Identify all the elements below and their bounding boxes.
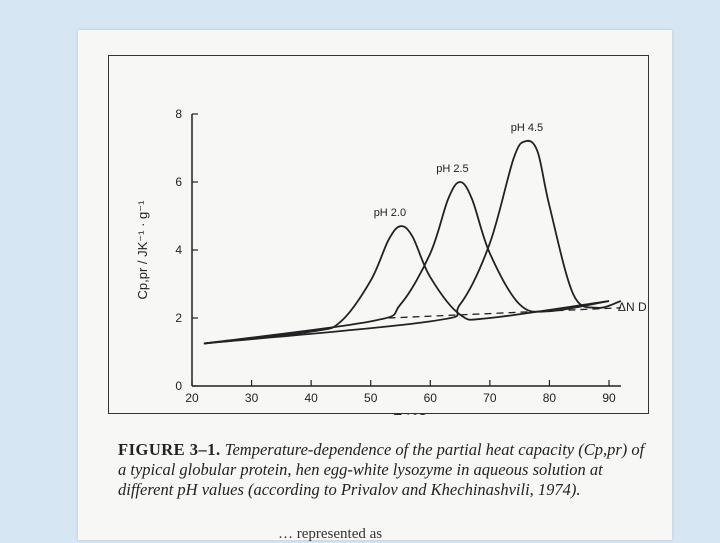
series-line-ph-2-0	[203, 225, 610, 345]
x-tick-label: 80	[543, 391, 557, 405]
heat-capacity-chart: 20 30 40 50 60 70 80 90 0 2 4 6 8 T / °C Cp,pr / JK⁻¹…	[135, 107, 650, 415]
x-tick-label: 20	[185, 391, 199, 405]
x-tick-label: 60	[424, 391, 438, 405]
caption-text: Temperature-dependence of the partial he…	[118, 440, 645, 499]
x-tick-label: 70	[483, 391, 497, 405]
y-tick-label: 6	[175, 175, 182, 189]
x-tick-label: 50	[364, 391, 378, 405]
caption-label: FIGURE 3–1.	[118, 440, 221, 459]
peak-label-0: pH 2.0	[374, 207, 406, 219]
y-tick-label: 0	[175, 379, 182, 393]
chart-labels: T / °C Cp,pr / JK⁻¹ · g⁻¹ pH 2.0 pH 2.5 pH 4…	[135, 122, 650, 415]
y-tick-label: 8	[175, 107, 182, 121]
x-tick-label: 90	[602, 391, 616, 405]
axes: 20 30 40 50 60 70 80 90 0 2 4 6 8	[175, 107, 621, 405]
plot-frame: 20 30 40 50 60 70 80 90 0 2 4 6 8 T / °C Cp,pr / JK⁻¹…	[108, 55, 650, 415]
peak-label-2: pH 4.5	[511, 122, 543, 134]
y-tick-label: 4	[175, 243, 182, 257]
series-group	[203, 139, 622, 345]
delta-cp-annotation: ΔN D Cp	[618, 300, 650, 314]
peak-label-1: pH 2.5	[436, 163, 468, 175]
book-page: 20 30 40 50 60 70 80 90 0 2 4 6 8 T / °C Cp,pr / JK⁻¹…	[78, 30, 672, 542]
series-line-ph-4-5	[203, 139, 622, 345]
y-tick-label: 2	[175, 311, 182, 325]
series-line-ph-2-5	[203, 181, 610, 345]
x-tick-label: 40	[304, 391, 318, 405]
x-tick-label: 30	[245, 391, 259, 405]
footer-text-fragment: … represented as	[278, 526, 383, 542]
figure-caption: FIGURE 3–1. Temperature-dependence of th…	[118, 440, 648, 500]
y-axis-label: Cp,pr / JK⁻¹ · g⁻¹	[135, 200, 150, 300]
x-axis-label: T / °C	[394, 411, 427, 415]
